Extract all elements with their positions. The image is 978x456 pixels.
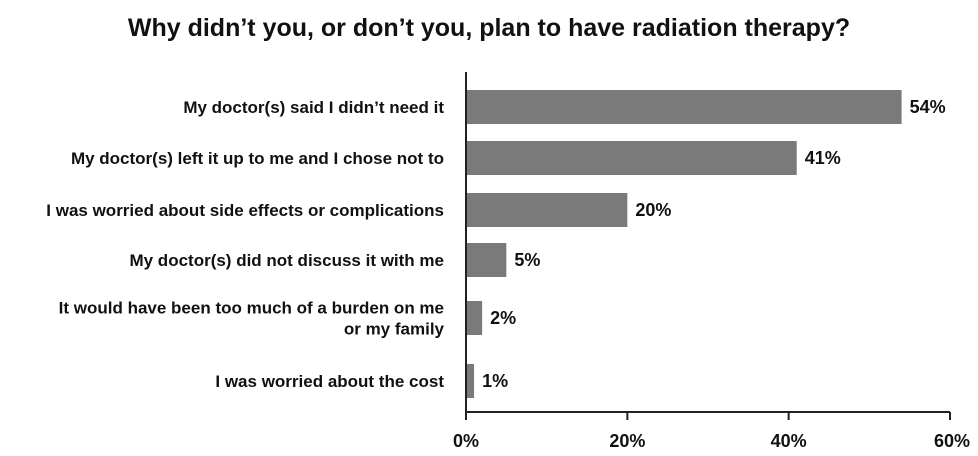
bar (466, 364, 475, 398)
category-label: My doctor(s) left it up to me and I chos… (71, 149, 444, 168)
x-tick-label: 20% (609, 431, 645, 451)
value-labels-layer: 54% 41% 20% 5% 2% 1% (482, 97, 946, 391)
axes-layer: 0% 20% 40% 60% (453, 72, 970, 451)
value-label: 1% (482, 371, 508, 391)
value-label: 2% (490, 308, 516, 328)
chart-title: Why didn’t you, or don’t you, plan to ha… (127, 14, 851, 42)
bars-layer (466, 90, 902, 398)
category-label: I was worried about the cost (215, 372, 444, 391)
bar (466, 301, 483, 335)
category-label: My doctor(s) did not discuss it with me (129, 251, 444, 270)
category-label: My doctor(s) said I didn’t need it (183, 98, 444, 117)
value-label: 41% (805, 148, 841, 168)
bar (466, 193, 628, 227)
category-label: I was worried about side effects or comp… (46, 201, 444, 220)
bar (466, 90, 902, 124)
x-tick-label: 0% (453, 431, 479, 451)
bar (466, 243, 507, 277)
category-labels-layer: My doctor(s) said I didn’t need it My doc… (46, 98, 444, 391)
value-label: 20% (635, 200, 671, 220)
value-label: 54% (910, 97, 946, 117)
category-label: or my family (344, 320, 445, 339)
x-tick-label: 40% (771, 431, 807, 451)
x-tick-label: 60% (934, 431, 970, 451)
value-label: 5% (514, 250, 540, 270)
category-label: It would have been too much of a burden … (59, 299, 444, 318)
bar (466, 141, 797, 175)
